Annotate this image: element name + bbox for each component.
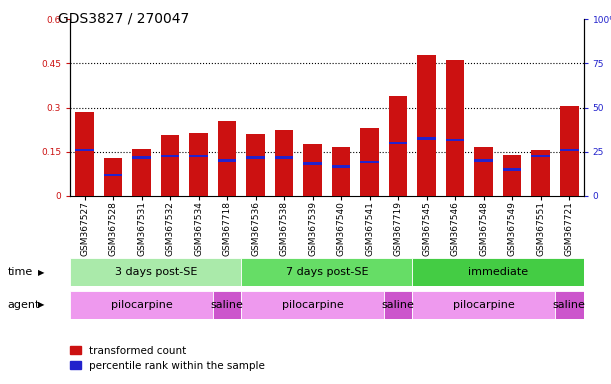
Bar	[246, 134, 265, 196]
Bar	[417, 55, 436, 196]
Bar	[389, 142, 408, 144]
Text: immediate: immediate	[468, 267, 528, 277]
Bar	[532, 155, 550, 157]
Text: 3 days post-SE: 3 days post-SE	[115, 267, 197, 277]
Bar	[303, 144, 322, 196]
Bar	[412, 258, 584, 286]
Bar	[360, 128, 379, 196]
Bar	[446, 139, 464, 141]
Text: 7 days post-SE: 7 days post-SE	[285, 267, 368, 277]
Bar	[189, 132, 208, 196]
Text: ▶: ▶	[38, 268, 45, 277]
Bar	[161, 136, 179, 196]
Bar	[360, 161, 379, 163]
Bar	[503, 168, 522, 170]
Text: pilocarpine: pilocarpine	[453, 300, 514, 310]
Bar	[560, 149, 579, 151]
Bar	[532, 150, 550, 196]
Bar	[189, 155, 208, 157]
Text: saline: saline	[211, 300, 244, 310]
Text: saline: saline	[382, 300, 415, 310]
Bar	[275, 156, 293, 159]
Bar	[218, 121, 236, 196]
Bar	[132, 156, 151, 159]
Bar	[560, 106, 579, 196]
Bar	[384, 291, 412, 319]
Text: GDS3827 / 270047: GDS3827 / 270047	[58, 12, 189, 25]
Bar	[474, 147, 493, 196]
Text: agent: agent	[7, 300, 40, 310]
Bar	[275, 130, 293, 196]
Bar	[161, 155, 179, 157]
Bar	[332, 147, 351, 196]
Bar	[132, 149, 151, 196]
Bar	[332, 165, 351, 167]
Bar	[70, 291, 213, 319]
Bar	[241, 291, 384, 319]
Bar	[446, 60, 464, 196]
Bar	[75, 112, 93, 196]
Bar	[246, 156, 265, 159]
Text: time: time	[7, 267, 32, 277]
Bar	[218, 159, 236, 162]
Text: ▶: ▶	[38, 300, 45, 310]
Bar	[503, 155, 522, 196]
Text: pilocarpine: pilocarpine	[111, 300, 172, 310]
Bar	[241, 258, 412, 286]
Bar	[104, 157, 122, 196]
Bar	[303, 162, 322, 165]
Text: pilocarpine: pilocarpine	[282, 300, 343, 310]
Bar	[474, 159, 493, 162]
Bar	[389, 96, 408, 196]
Legend: transformed count, percentile rank within the sample: transformed count, percentile rank withi…	[67, 341, 269, 375]
Bar	[417, 137, 436, 140]
Bar	[104, 174, 122, 176]
Bar	[412, 291, 555, 319]
Bar	[213, 291, 241, 319]
Text: saline: saline	[553, 300, 586, 310]
Bar	[70, 258, 241, 286]
Bar	[555, 291, 584, 319]
Bar	[75, 149, 93, 151]
